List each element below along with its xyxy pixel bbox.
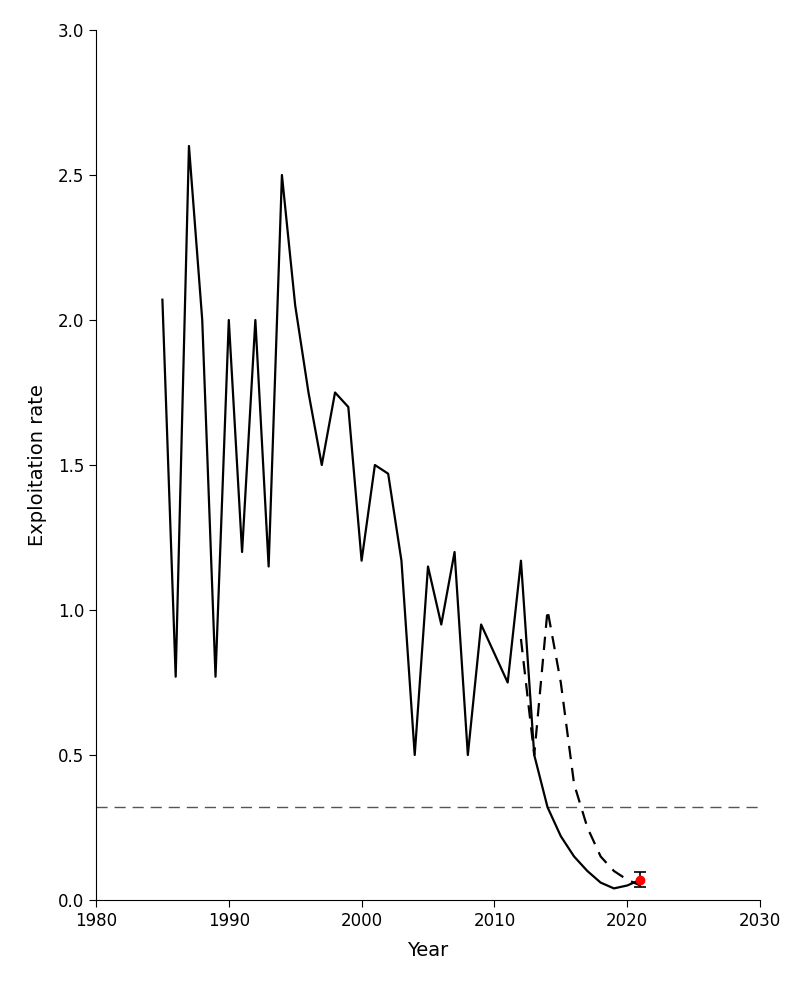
Y-axis label: Exploitation rate: Exploitation rate <box>28 384 46 546</box>
X-axis label: Year: Year <box>407 941 449 960</box>
